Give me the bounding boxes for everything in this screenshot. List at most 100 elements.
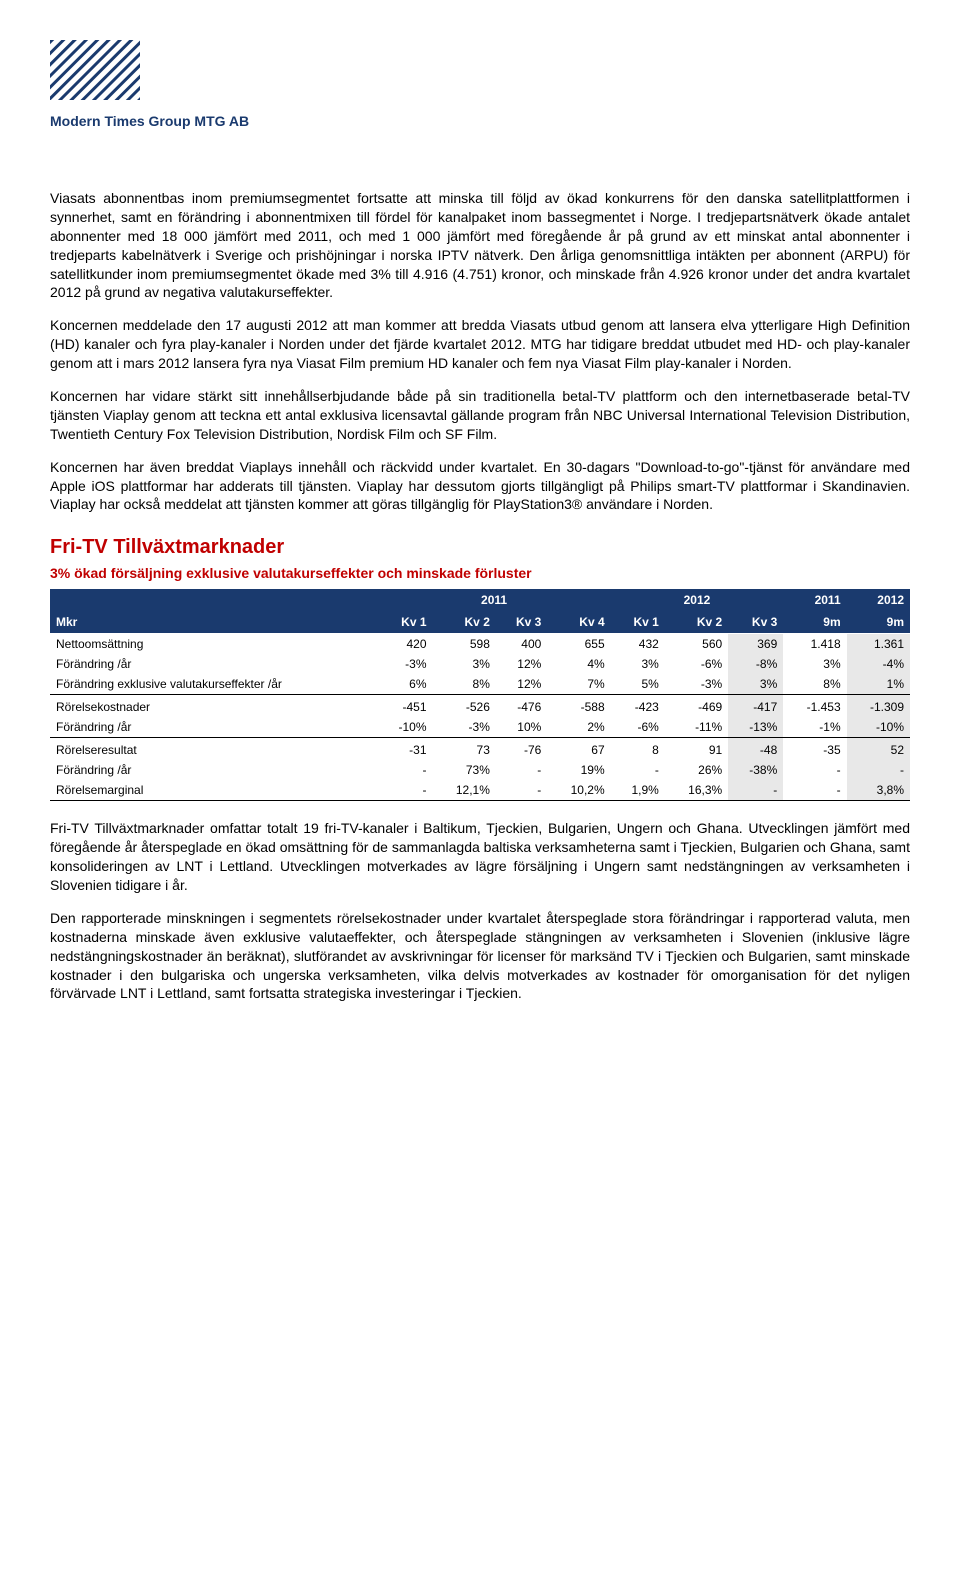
paragraph-2: Koncernen meddelade den 17 augusti 2012 … (50, 316, 910, 373)
table-row: Rörelsekostnader-451-526-476-588-423-469… (50, 695, 910, 718)
cell: - (728, 780, 783, 801)
section-title: Fri-TV Tillväxtmarknader (50, 536, 910, 559)
cell: 12% (496, 674, 547, 695)
col-kv4: Kv 4 (547, 611, 610, 634)
year-2011: 2011 (377, 589, 610, 611)
cell: - (611, 760, 665, 780)
cell: 6% (377, 674, 432, 695)
cell: -423 (611, 695, 665, 718)
cell: 10,2% (547, 780, 610, 801)
cell: -48 (728, 738, 783, 761)
table-quarter-row: Mkr Kv 1 Kv 2 Kv 3 Kv 4 Kv 1 Kv 2 Kv 3 9… (50, 611, 910, 634)
cell: - (783, 780, 846, 801)
cell: -10% (377, 717, 432, 738)
paragraph-6: Den rapporterade minskningen i segmentet… (50, 909, 910, 1003)
row-label: Rörelsekostnader (50, 695, 377, 718)
cell: -526 (433, 695, 496, 718)
paragraph-5: Fri-TV Tillväxtmarknader omfattar totalt… (50, 819, 910, 895)
cell: 12,1% (433, 780, 496, 801)
company-name: Modern Times Group MTG AB (50, 113, 910, 129)
cell: -4% (847, 654, 910, 674)
cell: -31 (377, 738, 432, 761)
cell: - (847, 760, 910, 780)
cell: 91 (665, 738, 728, 761)
financial-table: 2011 2012 2011 2012 Mkr Kv 1 Kv 2 Kv 3 K… (50, 589, 910, 801)
year-2011-9m: 2011 (783, 589, 846, 611)
cell: -3% (433, 717, 496, 738)
row-label: Rörelseresultat (50, 738, 377, 761)
row-label: Förändring /år (50, 654, 377, 674)
cell: 5% (611, 674, 665, 695)
cell: 19% (547, 760, 610, 780)
year-2012: 2012 (611, 589, 784, 611)
cell: -417 (728, 695, 783, 718)
cell: -6% (665, 654, 728, 674)
cell: 2% (547, 717, 610, 738)
cell: 3,8% (847, 780, 910, 801)
table-row: Rörelsemarginal-12,1%-10,2%1,9%16,3%--3,… (50, 780, 910, 801)
cell: 26% (665, 760, 728, 780)
cell: - (496, 780, 547, 801)
cell: 10% (496, 717, 547, 738)
col-kv2: Kv 2 (433, 611, 496, 634)
cell: 400 (496, 634, 547, 655)
col-kv1: Kv 1 (377, 611, 432, 634)
cell: 67 (547, 738, 610, 761)
cell: -76 (496, 738, 547, 761)
cell: -1% (783, 717, 846, 738)
paragraph-1: Viasats abonnentbas inom premiumsegmente… (50, 189, 910, 302)
row-label: Förändring exklusive valutakurseffekter … (50, 674, 377, 695)
cell: -469 (665, 695, 728, 718)
row-label: Nettoomsättning (50, 634, 377, 655)
unit-label: Mkr (50, 611, 377, 634)
paragraph-3: Koncernen har vidare stärkt sitt innehål… (50, 387, 910, 444)
cell: 7% (547, 674, 610, 695)
row-label: Förändring /år (50, 717, 377, 738)
cell: 4% (547, 654, 610, 674)
cell: 3% (611, 654, 665, 674)
col-kv3b: Kv 3 (728, 611, 783, 634)
col-9m-b: 9m (847, 611, 910, 634)
cell: 73% (433, 760, 496, 780)
cell: -10% (847, 717, 910, 738)
col-kv3: Kv 3 (496, 611, 547, 634)
table-row: Rörelseresultat-3173-7667891-48-3552 (50, 738, 910, 761)
cell: 1.361 (847, 634, 910, 655)
table-row: Nettoomsättning4205984006554325603691.41… (50, 634, 910, 655)
table-row: Förändring /år-3%3%12%4%3%-6%-8%3%-4% (50, 654, 910, 674)
cell: 12% (496, 654, 547, 674)
cell: 73 (433, 738, 496, 761)
cell: -3% (665, 674, 728, 695)
cell: 432 (611, 634, 665, 655)
cell: - (377, 760, 432, 780)
header-logo: Modern Times Group MTG AB (50, 40, 910, 129)
cell: 16,3% (665, 780, 728, 801)
table-year-row: 2011 2012 2011 2012 (50, 589, 910, 611)
col-9m-a: 9m (783, 611, 846, 634)
cell: -1.453 (783, 695, 846, 718)
table-row: Förändring exklusive valutakurseffekter … (50, 674, 910, 695)
cell: -8% (728, 654, 783, 674)
cell: -3% (377, 654, 432, 674)
cell: 1.418 (783, 634, 846, 655)
cell: 52 (847, 738, 910, 761)
cell: 1% (847, 674, 910, 695)
cell: 420 (377, 634, 432, 655)
cell: - (377, 780, 432, 801)
cell: -13% (728, 717, 783, 738)
cell: -11% (665, 717, 728, 738)
cell: -588 (547, 695, 610, 718)
table-row: Förändring /år-10%-3%10%2%-6%-11%-13%-1%… (50, 717, 910, 738)
cell: 560 (665, 634, 728, 655)
cell: 8% (783, 674, 846, 695)
cell: -38% (728, 760, 783, 780)
col-kv2b: Kv 2 (665, 611, 728, 634)
year-2012-9m: 2012 (847, 589, 910, 611)
cell: 655 (547, 634, 610, 655)
cell: - (783, 760, 846, 780)
row-label: Förändring /år (50, 760, 377, 780)
cell: 3% (728, 674, 783, 695)
cell: -451 (377, 695, 432, 718)
section-subtitle: 3% ökad försäljning exklusive valutakurs… (50, 565, 910, 581)
cell: -476 (496, 695, 547, 718)
